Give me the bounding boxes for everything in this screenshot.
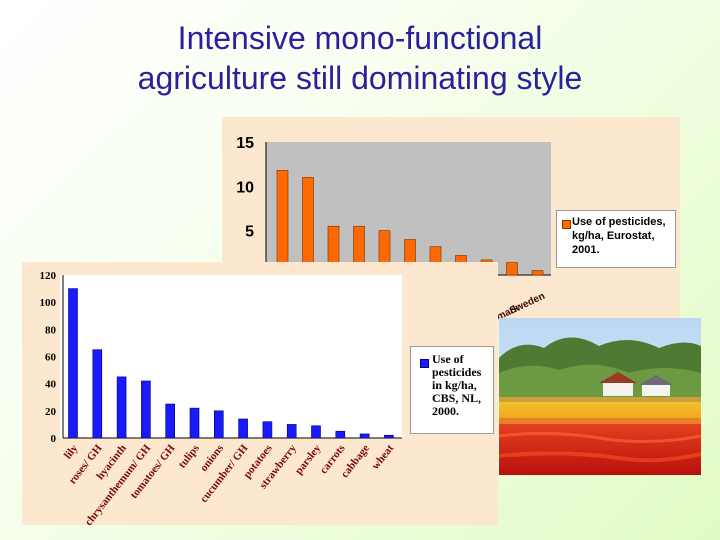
nl-bar [311,425,321,439]
nl-chart-legend: Use of pesticides in kg/ha, CBS, NL, 200… [410,346,494,434]
nl-y-tick-label: 100 [40,297,57,309]
nl-legend-swatch [420,359,429,368]
eu-chart-legend: Use of pesticides, kg/ha, Eurostat, 2001… [556,210,676,268]
nl-y-tick-label: 0 [51,433,57,445]
farmhouse-right [642,384,670,396]
nl-bar [262,421,273,439]
nl-bar [286,424,297,439]
nl-bar [92,349,103,439]
eu-bar [302,177,314,276]
nl-y-tick-label: 60 [45,352,57,364]
nl-y-tick-label: 80 [45,324,57,336]
nl-bar [384,434,394,439]
eu-x-tick-label: Sweden [508,291,547,317]
slide-title-line-1: Intensive mono-functional [177,20,543,56]
eu-legend-label: Use of pesticides, kg/ha, Eurostat, 2001… [572,216,666,256]
nl-y-tick-label: 20 [45,406,57,418]
farmhouse-left [603,382,633,396]
nl-bar [116,376,127,439]
nl-plot-area [60,275,402,438]
nl-y-tick-label: 40 [45,379,57,391]
eu-y-tick-label: 5 [245,224,254,241]
nl-bar [359,433,370,439]
nl-bar [68,288,78,439]
slide-title-line-2: agriculture still dominating style [137,60,583,96]
eu-legend-swatch [562,220,571,229]
nl-x-tick-label: wheat [370,442,397,472]
nl-bar [165,403,175,439]
eu-bar [276,170,289,276]
slide-title: Intensive mono-functional agriculture st… [0,18,720,98]
nl-bar [214,410,224,439]
nl-x-tick-label: parsley [293,442,324,477]
nl-legend-label: Use of pesticides in kg/ha, CBS, NL, 200… [432,352,482,418]
tulip-field-photo [499,318,701,475]
nl-bar [238,418,248,439]
nl-bar [335,430,346,439]
nl-x-tick-label: lily [62,442,81,461]
eu-y-tick-label: 15 [236,135,254,152]
eu-bar [506,262,518,276]
nl-bar [141,380,151,439]
eu-bar [531,270,544,276]
nl-bar [189,407,200,439]
eu-y-tick-label: 10 [236,179,254,196]
nl-y-tick-label: 120 [40,270,57,282]
